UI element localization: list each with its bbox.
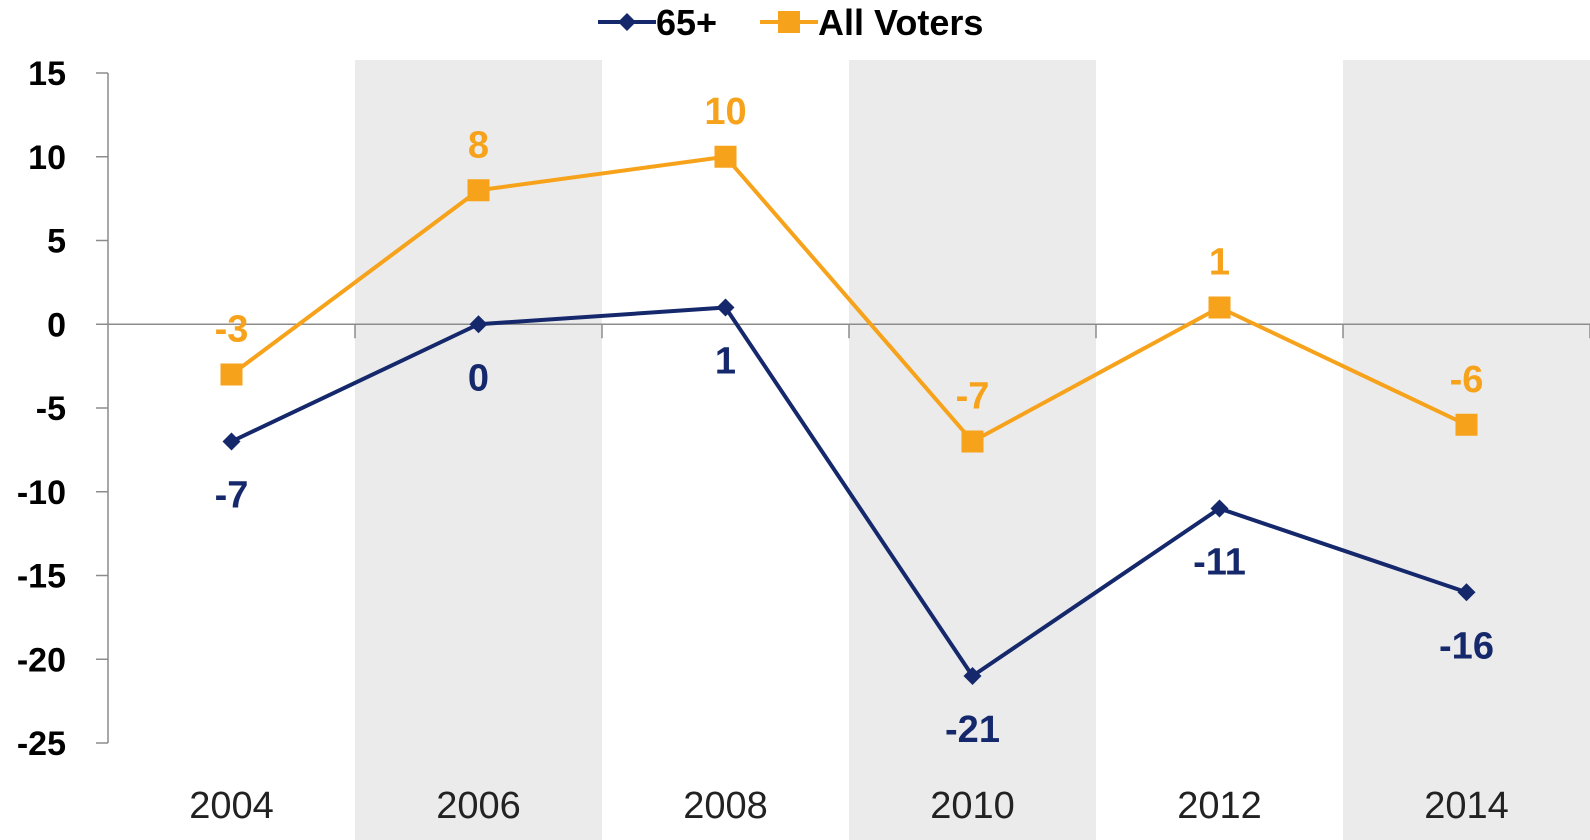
series-1 <box>222 298 1476 685</box>
data-labels: -7 -3 0 8 1 10 -21 -7 -11 1 -16 -6 <box>215 91 1494 751</box>
data-point <box>963 667 982 685</box>
data-label: -11 <box>1193 542 1246 584</box>
legend-marker <box>618 13 636 31</box>
y-tick-label: -15 <box>17 558 66 596</box>
y-tick-label: 5 <box>47 223 66 261</box>
data-point <box>220 363 243 386</box>
x-tick-label: 2004 <box>189 785 274 827</box>
band-2014 <box>1343 60 1590 840</box>
data-label: 1 <box>715 341 736 383</box>
data-point <box>1455 413 1478 436</box>
y-tick-label: -20 <box>17 641 66 679</box>
data-label: -7 <box>215 475 249 517</box>
legend-marker <box>778 11 800 33</box>
series-layer <box>220 145 1478 685</box>
data-point <box>467 179 490 202</box>
data-point <box>716 298 735 317</box>
data-point <box>1210 499 1229 518</box>
x-tick-label: 2008 <box>683 785 768 827</box>
y-tick-label: 15 <box>28 55 66 93</box>
legend-label: 65+ <box>656 2 717 43</box>
y-tick-label: -25 <box>17 725 66 763</box>
legend: 65+ All Voters <box>598 2 983 43</box>
data-label: 1 <box>1209 242 1230 284</box>
data-label: 0 <box>468 357 489 399</box>
legend-label: All Voters <box>818 2 983 43</box>
data-label: -6 <box>1450 359 1484 401</box>
data-label: -3 <box>215 309 249 351</box>
data-point <box>961 430 984 453</box>
data-label: -16 <box>1439 625 1494 667</box>
legend-item: 65+ <box>598 2 717 43</box>
y-tick-label: 10 <box>28 139 66 177</box>
legend-item: All Voters <box>760 2 983 43</box>
series-line <box>230 305 1468 678</box>
x-tick-label: 2010 <box>930 785 1015 827</box>
x-tick-label: 2006 <box>436 785 521 827</box>
y-tick-label: 0 <box>47 306 66 344</box>
series-line <box>230 154 1468 444</box>
data-point <box>222 432 241 451</box>
data-point <box>469 315 488 334</box>
x-tick-label: 2014 <box>1424 785 1509 827</box>
data-label: -7 <box>956 376 990 418</box>
x-tick-label: 2012 <box>1177 785 1262 827</box>
data-point <box>1457 583 1476 602</box>
y-tick-label: -10 <box>17 474 66 512</box>
data-point <box>1208 296 1231 319</box>
data-label: -21 <box>945 709 1000 751</box>
data-label: 10 <box>704 91 746 133</box>
data-point <box>714 145 737 168</box>
series-2 <box>220 145 1478 453</box>
data-label: 8 <box>468 124 489 166</box>
y-tick-label: -5 <box>36 390 66 428</box>
